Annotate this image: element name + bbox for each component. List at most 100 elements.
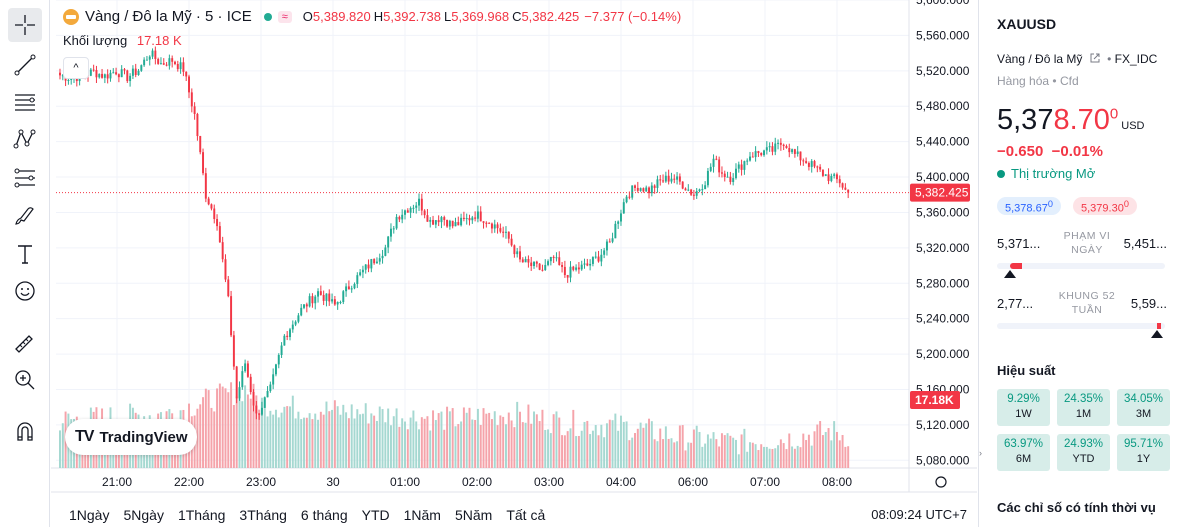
candle-body	[123, 69, 126, 71]
candle-body	[238, 387, 241, 399]
volume-bar	[807, 434, 810, 468]
horizontal-lines-icon[interactable]	[8, 85, 42, 119]
symbol-details-panel: › XAUUSD Vàng / Đô la Mỹ • FX_IDC Hàng h…	[978, 0, 1180, 527]
bid-value: 5,378.67	[1005, 202, 1048, 215]
candle-body	[317, 291, 320, 297]
candle-body	[533, 261, 536, 266]
candle-body	[305, 304, 308, 307]
range-button[interactable]: Tất cả	[506, 506, 546, 523]
symbol-name[interactable]: XAUUSD	[997, 16, 1057, 32]
range-button[interactable]: 3Tháng	[239, 506, 287, 523]
candle-body	[381, 255, 384, 259]
range-button[interactable]: 5Ngày	[123, 506, 164, 523]
magnet-icon[interactable]	[8, 415, 42, 449]
settings-gear-icon[interactable]	[935, 476, 947, 488]
volume-bar	[544, 429, 547, 468]
volume-bar	[272, 414, 275, 468]
volume-bar	[558, 417, 561, 468]
candle-body	[468, 218, 471, 221]
x-axis-label: 30	[326, 475, 340, 489]
volume-bar	[392, 416, 395, 468]
week52-range-bar	[997, 323, 1165, 338]
last-price: 5,378.700USD	[997, 104, 1144, 137]
brush-icon[interactable]	[8, 198, 42, 232]
change-pct: −0.01%	[1051, 143, 1103, 160]
candle-body	[765, 147, 768, 151]
collapse-legend-button[interactable]: ^	[63, 57, 89, 79]
candle-body	[751, 156, 754, 158]
candle-body	[303, 304, 305, 308]
tradingview-logo[interactable]: TV TradingView	[65, 419, 197, 455]
candle-body	[793, 149, 796, 154]
performance-period: 3M	[1135, 408, 1152, 420]
x-axis-label: 08:00	[822, 475, 852, 489]
fib-channel-icon[interactable]	[8, 161, 42, 195]
performance-cell[interactable]: 9.29% 1W	[997, 389, 1050, 426]
volume-bar	[406, 429, 409, 468]
performance-cell[interactable]: 34.05% 3M	[1117, 389, 1170, 426]
volume-bar	[634, 433, 636, 468]
volume-bar	[639, 422, 642, 468]
volume-bar	[370, 413, 373, 468]
x-axis-label: 03:00	[534, 475, 564, 489]
candle-body	[230, 296, 233, 336]
candle-body	[207, 198, 210, 205]
y-axis-label: 5,280.000	[916, 276, 970, 290]
performance-cell[interactable]: 63.97% 6M	[997, 434, 1050, 471]
volume-bar	[577, 435, 580, 468]
range-button[interactable]: 1Ngày	[69, 506, 110, 523]
seasonal-title[interactable]: Các chỉ số có tính thời vụ	[997, 500, 1156, 515]
volume-bar	[561, 435, 564, 468]
symbol-full-name[interactable]: Vàng / Đô la Mỹ	[997, 52, 1083, 66]
candle-body	[370, 259, 373, 269]
clock[interactable]: 08:09:24 UTC+7	[871, 507, 967, 522]
volume-bar	[283, 406, 286, 468]
candle-body	[174, 61, 176, 64]
performance-value: 63.97%	[1003, 438, 1043, 450]
candle-body	[608, 241, 611, 243]
candle-body	[502, 231, 505, 233]
candle-body	[350, 288, 353, 290]
zoom-in-icon[interactable]	[8, 363, 42, 397]
volume-bar	[676, 441, 679, 468]
volume-bar	[653, 439, 656, 468]
range-button[interactable]: YTD	[361, 506, 390, 523]
performance-value: 24.93%	[1063, 438, 1103, 450]
volume-bar	[367, 423, 370, 468]
trend-line-icon[interactable]	[8, 48, 42, 82]
performance-cell[interactable]: 95.71% 1Y	[1117, 434, 1170, 471]
week52-high: 5,59...	[1130, 296, 1167, 311]
range-button[interactable]: 6 tháng	[300, 506, 348, 523]
emoji-icon[interactable]	[8, 274, 42, 308]
ruler-icon[interactable]	[8, 326, 42, 360]
x-axis-label: 21:00	[102, 475, 132, 489]
candle-body	[695, 191, 698, 196]
candle-body	[331, 299, 334, 302]
performance-cell[interactable]: 24.93% YTD	[1057, 434, 1110, 471]
pattern-icon[interactable]	[8, 122, 42, 156]
volume-bar	[415, 421, 418, 468]
candle-body	[791, 149, 794, 153]
candle-body	[448, 220, 451, 227]
candle-body	[499, 228, 502, 232]
y-axis-label: 5,120.000	[916, 418, 970, 432]
volume-bar	[524, 422, 527, 468]
price-chart[interactable]: 5,600.000 5,560.000 5,520.000 5,480.000 5,44…	[51, 0, 977, 527]
volume-bar	[589, 434, 592, 468]
range-button[interactable]: 1Tháng	[177, 506, 226, 523]
crosshair-icon[interactable]	[8, 8, 42, 42]
candle-body	[625, 196, 628, 203]
volume-label[interactable]: Khối lượng	[63, 33, 128, 48]
volume-bar	[443, 429, 446, 468]
panel-handle[interactable]: ›	[979, 448, 987, 478]
text-icon[interactable]	[8, 237, 42, 271]
performance-cell[interactable]: 24.35% 1M	[1057, 389, 1110, 426]
exchange-name[interactable]: FX_IDC	[1114, 52, 1158, 66]
range-button[interactable]: 1Năm	[403, 506, 441, 523]
chart-canvas[interactable]: 5,600.000 5,560.000 5,520.000 5,480.000 5,44…	[51, 0, 977, 527]
volume-bar	[631, 437, 634, 468]
series-title[interactable]: Vàng / Đô la Mỹ · 5 · ICE	[85, 8, 252, 25]
range-button[interactable]: 5Năm	[454, 506, 493, 523]
external-link-icon[interactable]	[1089, 52, 1101, 64]
low-value: 5,369.968	[451, 9, 510, 24]
